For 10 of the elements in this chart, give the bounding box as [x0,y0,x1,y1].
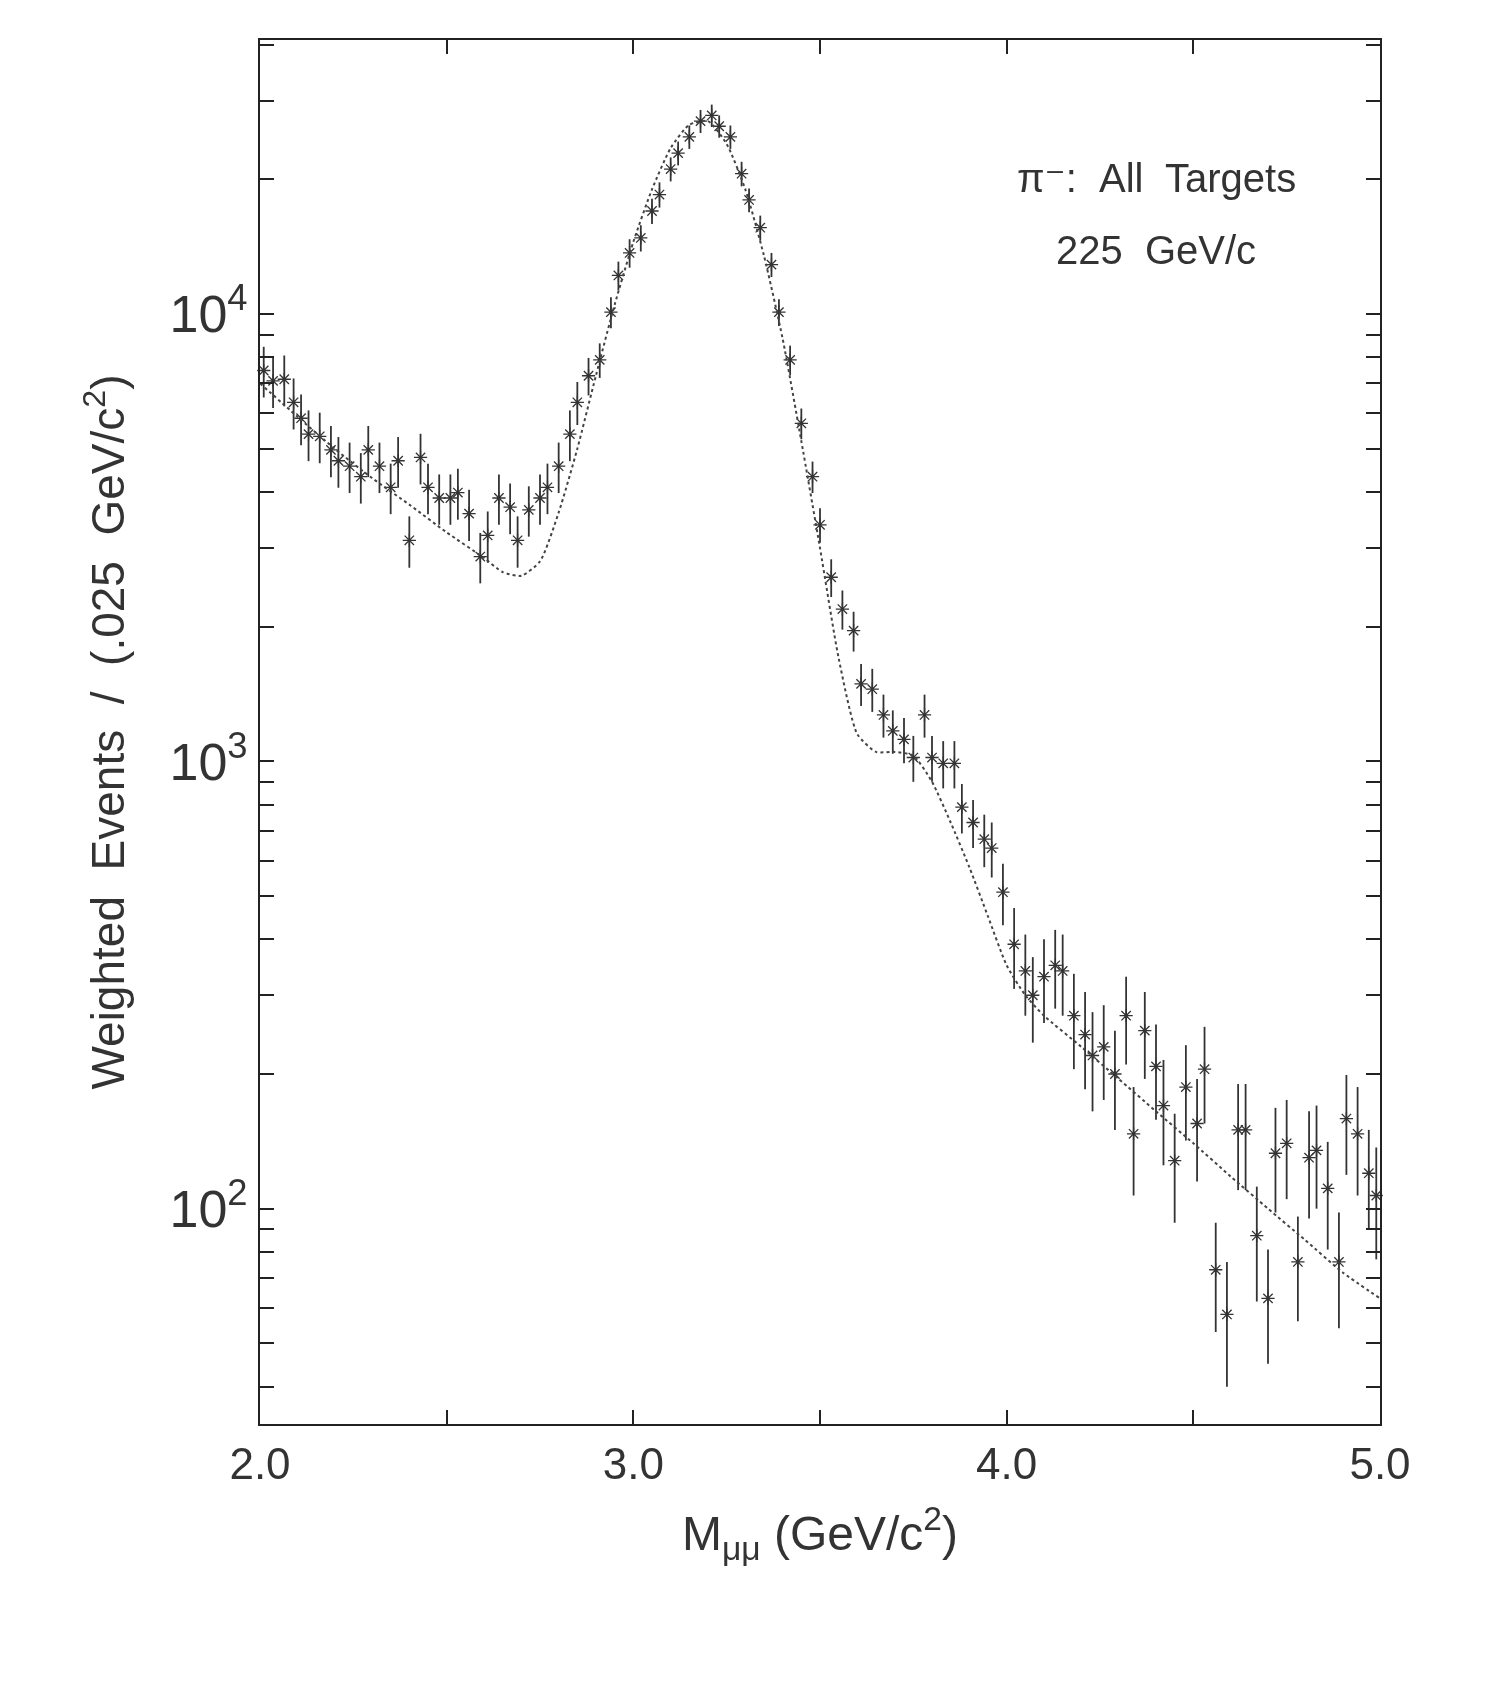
annotation: 225 GeV/c [1056,228,1257,272]
y-tick-label: 10$^{4}$ [169,277,248,344]
x-tick-label: 5.0 [1349,1438,1411,1488]
x-tick-label: 3.0 [602,1438,664,1488]
y-tick-label: 10$^{3}$ [169,724,248,791]
annotation: π⁻: All Targets [1017,156,1297,200]
x-axis-title: M$_{μμ}$ (GeV/c$^{2}$) [681,1500,959,1568]
x-tick-label: 2.0 [229,1438,291,1488]
y-tick-label: 10$^{2}$ [169,1172,248,1238]
x-tick-label: 4.0 [976,1438,1038,1488]
